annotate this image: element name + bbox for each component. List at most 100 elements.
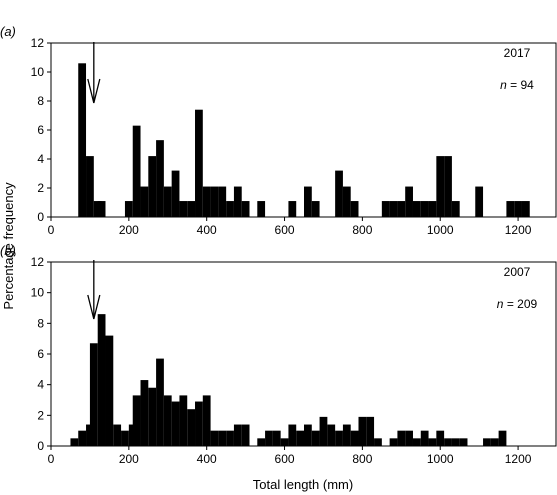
histogram-bar	[70, 438, 79, 446]
histogram-bar	[163, 395, 172, 446]
histogram-bar	[78, 63, 87, 217]
histogram-bar	[304, 186, 312, 217]
histogram-bar	[97, 314, 106, 446]
histogram-bar	[490, 438, 499, 446]
y-tick-label: 10	[31, 286, 45, 300]
plot-frame	[50, 261, 557, 447]
histogram-bar	[358, 416, 367, 446]
x-tick-label: 600	[275, 223, 295, 237]
histogram-bar	[97, 201, 106, 217]
histogram-bar	[241, 201, 250, 217]
y-tick-label: 6	[37, 123, 44, 137]
histogram-bar	[257, 201, 266, 217]
panel-label: (b)	[0, 243, 16, 258]
x-tick-label: 200	[119, 223, 139, 237]
histogram-bar	[163, 186, 172, 217]
y-axis-title: Percentage frequency	[1, 182, 16, 310]
histogram-bar	[171, 401, 180, 446]
sample-size-annotation: n = 209	[497, 297, 538, 311]
histogram-bar	[296, 430, 304, 446]
histogram-bar	[342, 186, 351, 217]
y-tick-label: 8	[37, 94, 44, 108]
x-tick-label: 600	[275, 452, 295, 466]
histogram-bar	[78, 430, 87, 446]
histogram-bar	[124, 201, 133, 217]
y-tick-label: 6	[37, 347, 44, 361]
histogram-bar	[506, 201, 515, 217]
histogram-bar	[288, 424, 297, 446]
histogram-bar	[156, 358, 164, 446]
histogram-bar	[233, 424, 242, 446]
year-annotation: 2017	[504, 46, 531, 60]
histogram-bar	[121, 430, 129, 446]
histogram-bar	[86, 156, 94, 217]
x-tick-label: 1000	[427, 452, 454, 466]
panel-0: 0 200 400 600 800 1000 1200 0 2 4 6 8 10 12 (a) 2017 n =…	[0, 24, 557, 237]
histogram-bar	[350, 430, 359, 446]
histogram-bar	[179, 201, 188, 217]
y-tick-label: 0	[37, 439, 44, 453]
histogram-bar	[366, 416, 375, 446]
histogram-bar	[89, 343, 98, 446]
histogram-bar	[218, 430, 227, 446]
histogram-bar	[288, 201, 297, 217]
year-annotation: 2007	[504, 265, 531, 279]
histogram-bar	[327, 424, 336, 446]
histogram-bar	[241, 424, 250, 446]
histogram-bar	[140, 186, 149, 217]
histogram-bar	[319, 416, 328, 446]
histogram-bar	[202, 186, 211, 217]
y-tick-label: 2	[37, 408, 44, 422]
histogram-bar	[202, 395, 211, 446]
histogram-bar	[311, 201, 320, 217]
histogram-bar	[335, 430, 343, 446]
histogram-bar	[148, 387, 157, 446]
histogram-bar	[405, 186, 413, 217]
histogram-bar	[148, 156, 157, 217]
histogram-bar	[280, 438, 289, 446]
histogram-bar	[389, 438, 398, 446]
y-tick-label: 2	[37, 181, 44, 195]
histogram-bar	[428, 438, 437, 446]
sample-size-annotation: n = 94	[500, 78, 534, 92]
histogram-bar	[233, 186, 242, 217]
histogram-bar	[113, 424, 122, 446]
histogram-bar	[412, 438, 421, 446]
histogram-bar	[218, 186, 227, 217]
x-tick-label: 1000	[427, 223, 454, 237]
x-axis-title: Total length (mm)	[253, 477, 353, 492]
x-tick-label: 400	[197, 223, 217, 237]
histogram-bar	[226, 430, 234, 446]
histogram-bar	[444, 438, 452, 446]
histogram-bar	[483, 438, 491, 446]
histogram-bar	[105, 335, 114, 446]
histogram-bar	[381, 201, 390, 217]
histogram-bar	[210, 430, 219, 446]
histogram-bar	[436, 156, 445, 217]
histogram-bar	[389, 201, 398, 217]
x-tick-label: 400	[197, 452, 217, 466]
histogram-bar	[140, 380, 149, 446]
histogram-bar	[132, 395, 141, 446]
histogram-bar	[436, 430, 445, 446]
histogram-bar	[93, 201, 102, 217]
panel-1: 0 200 400 600 800 1000 1200 0 2 4 6 8 10 12 (b) 2007 n =…	[0, 243, 557, 466]
y-tick-label: 8	[37, 316, 44, 330]
y-tick-label: 12	[31, 36, 45, 50]
histogram-bar	[420, 201, 429, 217]
y-tick-label: 0	[37, 210, 44, 224]
arrow-head	[87, 294, 101, 320]
histogram-bar	[304, 424, 312, 446]
histogram-bar	[171, 170, 180, 217]
histogram-bar	[350, 201, 359, 217]
x-tick-label: 0	[48, 223, 55, 237]
histogram-bar	[397, 201, 406, 217]
y-tick-label: 10	[31, 65, 45, 79]
histogram-bar	[210, 186, 219, 217]
histogram-bar	[475, 186, 484, 217]
y-tick-label: 4	[37, 378, 44, 392]
x-tick-label: 800	[352, 452, 372, 466]
histogram-bar	[265, 430, 273, 446]
histogram-bar	[132, 125, 141, 217]
